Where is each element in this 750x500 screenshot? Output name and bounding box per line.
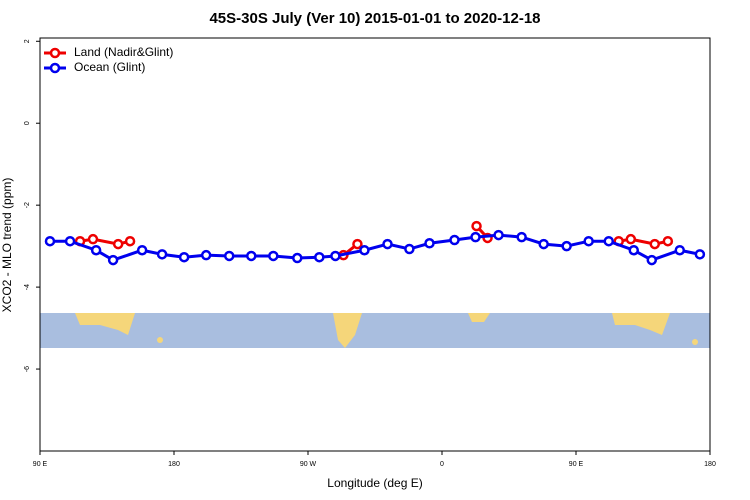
plot-frame [39, 37, 711, 452]
data-point [646, 254, 658, 266]
data-point [583, 235, 594, 247]
x-tick-label: 90 E [33, 461, 48, 468]
data-point [124, 235, 136, 247]
data-point [156, 249, 168, 260]
series-line [49, 233, 701, 262]
series-line [79, 237, 131, 246]
data-point [292, 252, 303, 264]
data-point [516, 231, 527, 243]
x-axis-label: Longitude (deg E) [327, 476, 422, 490]
data-point [561, 240, 572, 252]
data-point [359, 244, 370, 256]
data-point [603, 235, 615, 247]
y-tick-label: 0 [24, 121, 31, 125]
legend-marker [49, 47, 61, 59]
data-point [352, 238, 363, 250]
y-axis-label: XCO2 - MLO trend (ppm) [0, 178, 14, 313]
data-point [268, 250, 279, 262]
x-tick-label: 90 E [569, 461, 584, 468]
chart-title: 45S-30S July (Ver 10) 2015-01-01 to 2020… [209, 10, 540, 27]
x-tick-label: 180 [704, 461, 716, 468]
legend-label: Land (Nadir&Glint) [74, 45, 173, 59]
data-point [628, 244, 640, 256]
data-point [90, 244, 102, 256]
x-tick-label: 0 [440, 461, 444, 468]
legend-label: Ocean (Glint) [74, 60, 145, 74]
data-point [471, 220, 482, 232]
data-point [625, 233, 637, 245]
y-tick-label: -2 [24, 202, 31, 208]
data-point [694, 249, 706, 260]
data-point [449, 234, 460, 246]
data-point [330, 250, 341, 262]
data-point [382, 238, 393, 250]
data-point [107, 254, 119, 266]
data-point [44, 235, 56, 247]
y-tick-label: -4 [24, 284, 31, 290]
x-tick-label: 180 [168, 461, 180, 468]
series-line [618, 237, 669, 246]
data-point [112, 238, 124, 250]
data-point [223, 250, 235, 262]
data-point [314, 251, 325, 263]
data-point [178, 251, 190, 263]
y-tick-label: 2 [24, 39, 31, 43]
data-point [662, 235, 674, 247]
legend-marker [49, 62, 61, 74]
data-point [470, 231, 481, 243]
y-tick-label: -6 [24, 366, 31, 372]
data-point [64, 235, 76, 247]
data-point [538, 238, 549, 250]
data-point [424, 238, 435, 249]
data-point [200, 249, 212, 261]
data-point [649, 238, 661, 250]
x-tick-label: 90 W [300, 461, 317, 468]
data-point [136, 244, 148, 256]
data-point [674, 244, 686, 256]
data-point [404, 243, 415, 255]
data-point [493, 229, 504, 241]
map-strip [40, 313, 710, 348]
data-point [246, 250, 257, 262]
data-point [87, 233, 99, 245]
